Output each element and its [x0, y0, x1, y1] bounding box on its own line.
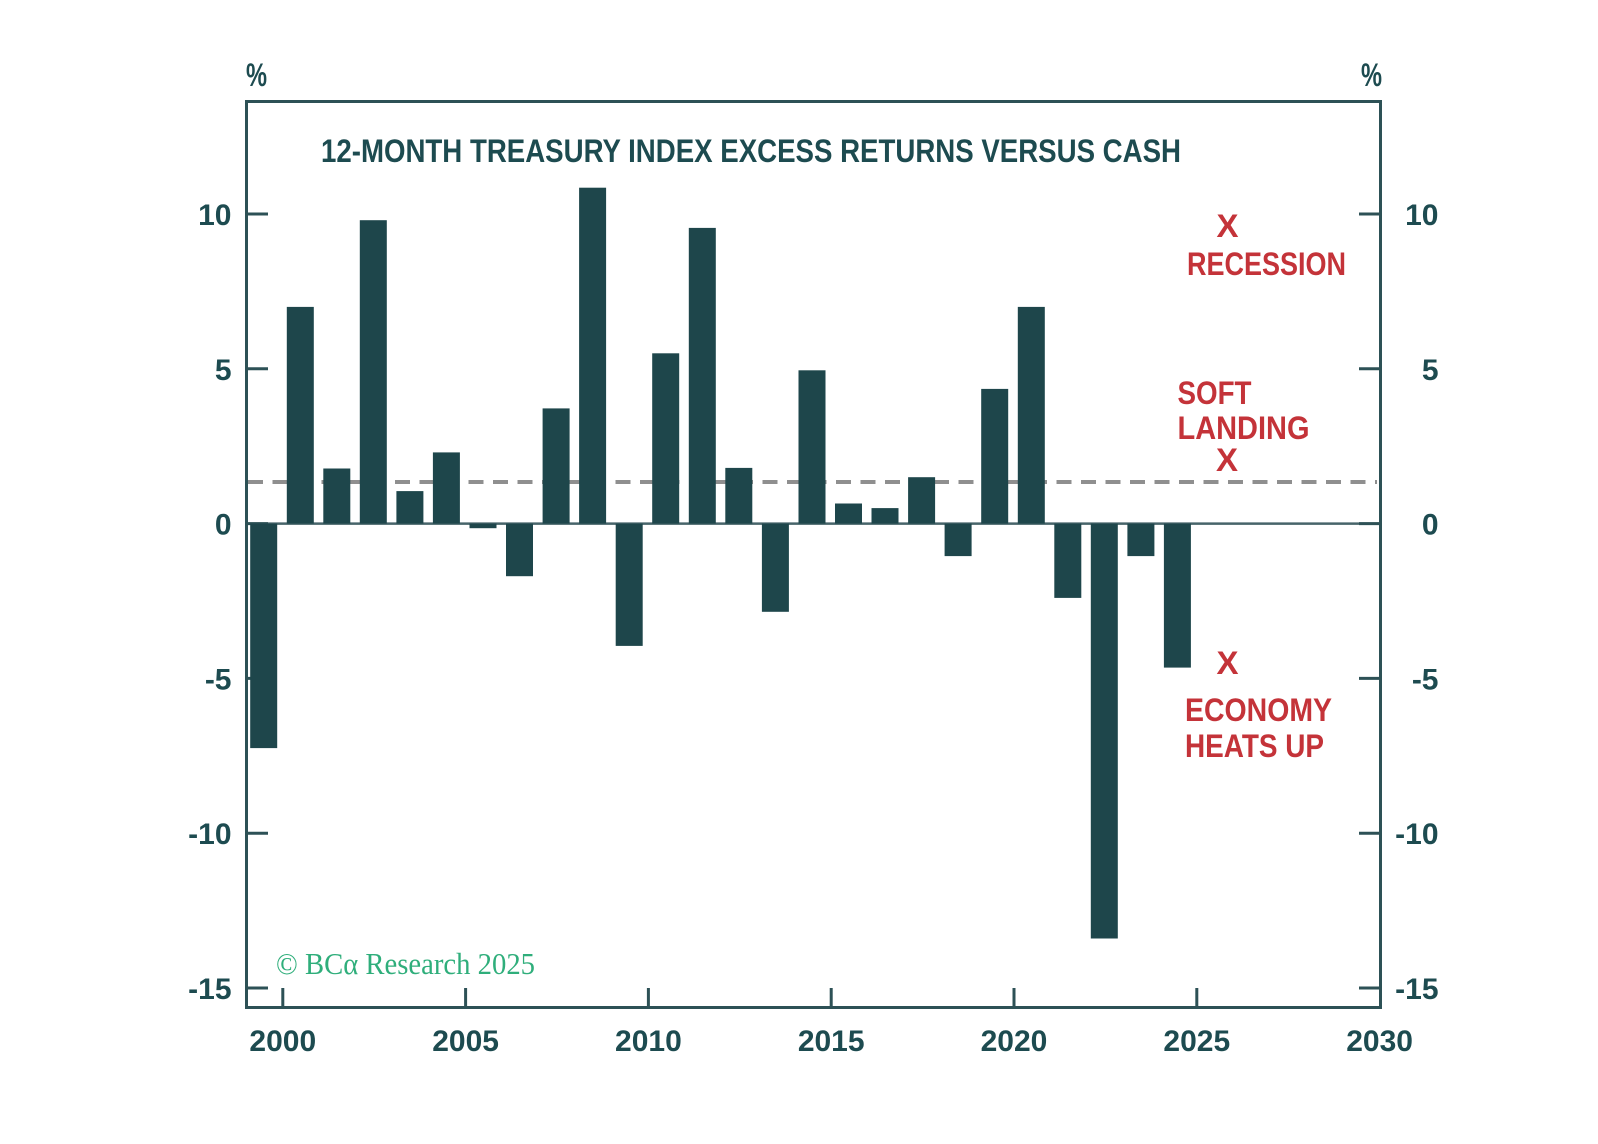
svg-text:-10: -10 [188, 818, 231, 851]
svg-text:LANDING: LANDING [1178, 410, 1310, 446]
svg-text:2015: 2015 [798, 1025, 865, 1058]
svg-text:HEATS UP: HEATS UP [1185, 728, 1324, 764]
svg-text:X: X [1217, 645, 1240, 681]
svg-text:SOFT: SOFT [1178, 375, 1252, 411]
svg-text:%: % [246, 57, 267, 93]
svg-text:5: 5 [215, 354, 232, 387]
svg-text:-5: -5 [205, 663, 232, 696]
svg-text:-15: -15 [1395, 973, 1438, 1006]
svg-text:%: % [1361, 57, 1382, 93]
svg-text:-5: -5 [1412, 663, 1439, 696]
svg-text:2010: 2010 [615, 1025, 682, 1058]
svg-text:10: 10 [198, 199, 231, 232]
svg-text:X: X [1216, 442, 1239, 478]
svg-text:2020: 2020 [981, 1025, 1048, 1058]
svg-text:© BCα Research 2025: © BCα Research 2025 [276, 946, 535, 981]
svg-text:12-MONTH TREASURY INDEX EXCESS: 12-MONTH TREASURY INDEX EXCESS RETURNS V… [321, 133, 1181, 169]
svg-text:2000: 2000 [249, 1025, 316, 1058]
svg-text:2025: 2025 [1163, 1025, 1230, 1058]
svg-text:10: 10 [1405, 199, 1438, 232]
svg-text:5: 5 [1422, 354, 1439, 387]
svg-text:0: 0 [1422, 509, 1439, 542]
svg-text:2030: 2030 [1346, 1025, 1413, 1058]
svg-text:RECESSION: RECESSION [1187, 246, 1346, 282]
svg-text:-10: -10 [1395, 818, 1438, 851]
svg-text:2005: 2005 [432, 1025, 499, 1058]
svg-text:ECONOMY: ECONOMY [1185, 692, 1332, 728]
svg-text:X: X [1217, 208, 1240, 244]
svg-text:-15: -15 [188, 973, 231, 1006]
svg-text:0: 0 [215, 509, 232, 542]
